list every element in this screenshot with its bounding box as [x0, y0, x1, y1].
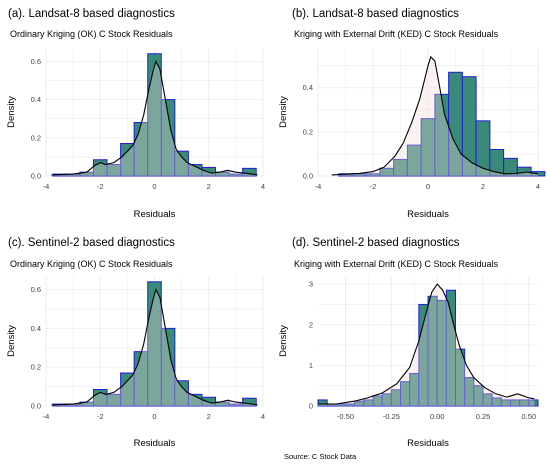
- x-tick-label: -4: [315, 182, 322, 191]
- x-tick-label: 2: [207, 182, 211, 191]
- histogram-bar: [475, 120, 491, 177]
- histogram-bar: [317, 399, 328, 407]
- y-tick-label: 0.0: [31, 402, 41, 411]
- density-area: [318, 284, 535, 406]
- density-area: [331, 56, 538, 176]
- x-tick-label: 2: [481, 182, 485, 191]
- x-tick-label: 2: [207, 412, 211, 421]
- x-tick-label: 0.50: [522, 412, 537, 421]
- x-tick-label: -2: [97, 182, 104, 191]
- y-tick-label: 0.2: [31, 363, 41, 372]
- panel-title: (a). Landsat-8 based diagnostics: [8, 8, 175, 20]
- histogram-bars: [52, 53, 257, 177]
- y-axis-label: Density: [278, 96, 289, 128]
- panel-title: (d). Sentinel-2 based diagnostics: [292, 237, 460, 249]
- chart-panel-2: (b). Landsat-8 based diagnostics Kriging …: [278, 8, 546, 220]
- y-tick-label: 0.4: [31, 324, 41, 333]
- chart-panel-1: (a). Landsat-8 based diagnostics Ordinary…: [6, 8, 265, 220]
- y-tick-label: 2: [309, 320, 313, 329]
- x-tick-label: 4: [261, 412, 265, 421]
- y-tick-label: 0.2: [31, 133, 41, 142]
- histogram-bar: [160, 99, 176, 177]
- x-tick-label: -0.25: [383, 412, 400, 421]
- figure-caption: Source: C Stock Data: [284, 452, 357, 461]
- chart-panel-4: (d). Sentinel-2 based diagnostics Kriging…: [278, 237, 539, 449]
- density-curve: [331, 55, 539, 176]
- histogram-bar: [242, 167, 257, 177]
- y-tick-label: 1: [309, 361, 313, 370]
- x-tick-label: 0.00: [430, 412, 445, 421]
- panel-subtitle: Ordinary Kriging (OK) C Stock Residuals: [10, 259, 173, 269]
- panel-subtitle: Kriging with External Drift (KED) C Stoc…: [294, 259, 499, 269]
- x-tick-label: -4: [43, 182, 50, 191]
- x-axis-label: Residuals: [407, 209, 449, 220]
- y-tick-label: 0: [309, 402, 313, 411]
- y-axis-label: Density: [6, 325, 17, 357]
- y-axis-label: Density: [278, 325, 289, 357]
- y-tick-label: 0.4: [303, 83, 313, 92]
- y-tick-label: 0.6: [31, 285, 41, 294]
- panel-subtitle: Ordinary Kriging (OK) C Stock Residuals: [10, 29, 173, 39]
- density-curve: [51, 288, 258, 406]
- x-tick-label: 4: [261, 182, 265, 191]
- histogram-bar: [160, 327, 176, 407]
- histogram-bar: [445, 289, 457, 407]
- density-area: [51, 61, 258, 176]
- x-tick-label: -2: [97, 412, 104, 421]
- y-tick-label: 0.6: [31, 57, 41, 66]
- panel-subtitle: Kriging with External Drift (KED) C Stoc…: [294, 29, 499, 39]
- x-tick-label: -4: [43, 412, 50, 421]
- histogram-bar: [242, 397, 257, 407]
- x-tick-label: 0: [152, 412, 156, 421]
- y-tick-label: 0.2: [303, 127, 313, 136]
- histogram-bars: [52, 281, 257, 407]
- y-tick-label: 0.4: [31, 95, 41, 104]
- density-area: [51, 289, 258, 406]
- y-axis-label: Density: [6, 96, 17, 128]
- panel-title: (b). Landsat-8 based diagnostics: [292, 8, 459, 20]
- y-tick-label: 0.0: [303, 172, 313, 181]
- histogram-bars: [317, 289, 539, 407]
- x-axis-label: Residuals: [407, 438, 449, 449]
- x-tick-label: -2: [370, 182, 377, 191]
- x-axis-label: Residuals: [134, 438, 176, 449]
- x-tick-label: 0: [426, 182, 430, 191]
- x-axis-label: Residuals: [134, 209, 176, 220]
- x-tick-label: 4: [536, 182, 540, 191]
- x-tick-label: -0.50: [337, 412, 354, 421]
- histogram-bar: [528, 399, 539, 407]
- x-tick-label: 0: [152, 182, 156, 191]
- x-tick-label: 0.25: [476, 412, 491, 421]
- y-tick-label: 0.0: [31, 172, 41, 181]
- density-curve: [318, 283, 535, 405]
- chart-panel-3: (c). Sentinel-2 based diagnostics Ordinar…: [6, 237, 265, 449]
- y-tick-label: 3: [309, 280, 313, 289]
- panel-title: (c). Sentinel-2 based diagnostics: [8, 237, 175, 249]
- density-curve: [51, 59, 258, 176]
